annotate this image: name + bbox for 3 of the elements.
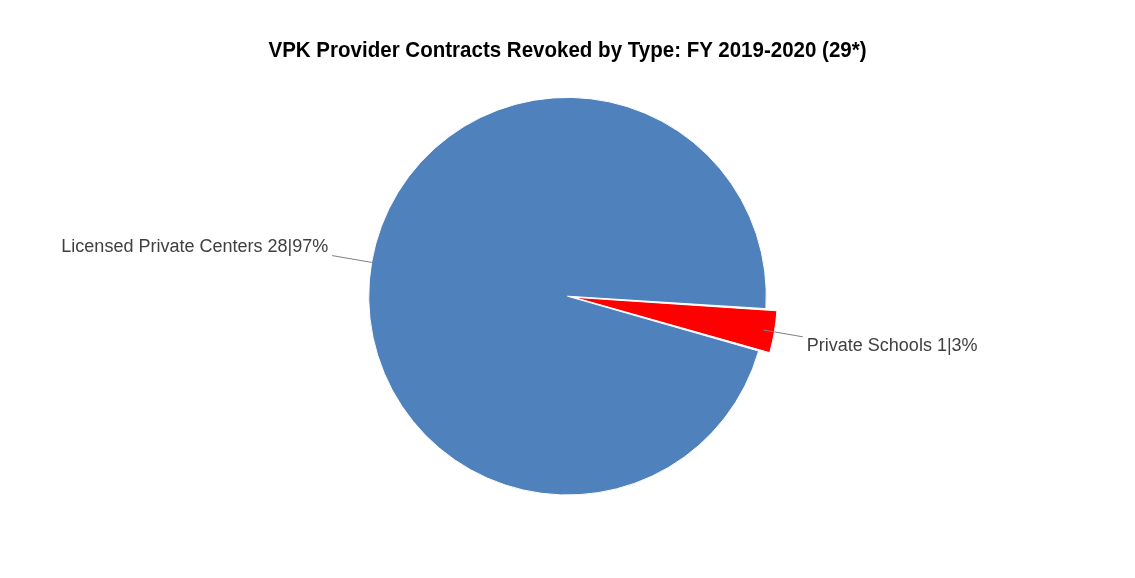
chart-title: VPK Provider Contracts Revoked by Type: FY 2019-2020 (29*) — [268, 37, 867, 63]
slice-label: Private Schools 1|3% — [806, 334, 978, 355]
slice-label: Licensed Private Centers 28|97% — [61, 235, 329, 256]
